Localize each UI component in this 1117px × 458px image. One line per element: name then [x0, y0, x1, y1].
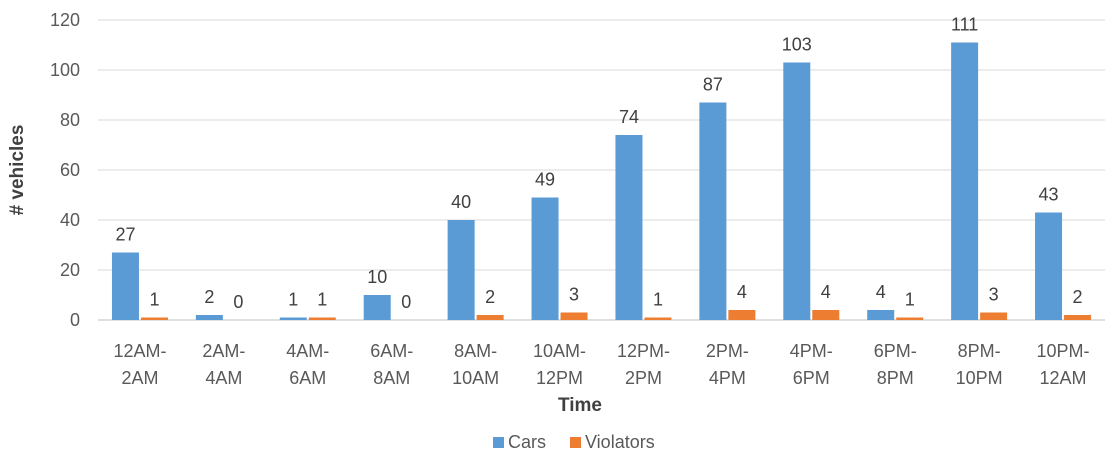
bar-cars [531, 197, 559, 320]
y-tick-label: 80 [60, 110, 80, 130]
data-label-violators: 2 [1073, 287, 1083, 307]
data-label-violators: 0 [401, 292, 411, 312]
data-label-violators: 3 [569, 285, 579, 305]
x-axis-title: Time [558, 395, 602, 416]
bars [111, 42, 1092, 320]
data-label-violators: 2 [485, 287, 495, 307]
x-tick-label: 2PM-4PM [706, 341, 749, 388]
data-label-violators: 1 [149, 290, 159, 310]
bar-violators [728, 310, 756, 320]
x-tick-label: 8AM-10AM [452, 341, 499, 388]
data-label-cars: 103 [782, 35, 812, 55]
x-tick-label: 2AM-4AM [202, 341, 245, 388]
data-label-cars: 43 [1039, 185, 1059, 205]
bar-violators [140, 317, 168, 320]
y-tick-label: 20 [60, 260, 80, 280]
bar-cars [699, 102, 727, 320]
x-tick-label: 4AM-6AM [286, 341, 329, 388]
x-tick-label: 6AM-8AM [370, 341, 413, 388]
bar-violators [560, 312, 588, 320]
x-tick-label: 12AM-2AM [113, 341, 166, 388]
legend-swatch-cars [493, 437, 504, 448]
data-label-violators: 1 [905, 290, 915, 310]
bar-cars [1035, 212, 1063, 320]
y-axis-ticks: 0 20 40 60 80 100 120 [50, 10, 80, 330]
data-label-cars: 2 [204, 287, 214, 307]
gridlines [98, 19, 1105, 321]
data-label-violators: 4 [737, 282, 747, 302]
bar-cars [783, 62, 811, 320]
data-label-cars: 111 [951, 15, 978, 35]
bar-cars [111, 252, 139, 320]
x-tick-label: 4PM-6PM [790, 341, 833, 388]
x-tick-label: 8PM-10PM [956, 341, 1003, 388]
bar-cars [279, 317, 307, 320]
bar-cars [867, 310, 895, 320]
bar-violators [980, 312, 1008, 320]
x-tick-label: 10PM-12AM [1037, 341, 1090, 388]
legend: Cars Violators [493, 432, 655, 452]
y-tick-label: 100 [50, 60, 80, 80]
bar-violators [1064, 315, 1092, 320]
data-label-violators: 3 [989, 285, 999, 305]
y-axis-title: # vehicles [7, 125, 28, 216]
bar-violators [644, 317, 672, 320]
y-tick-label: 0 [70, 310, 80, 330]
bar-cars [615, 135, 643, 320]
data-label-cars: 10 [367, 267, 387, 287]
data-label-cars: 74 [619, 107, 639, 127]
bar-cars [447, 220, 475, 320]
data-label-cars: 1 [288, 290, 298, 310]
data-label-violators: 1 [317, 290, 327, 310]
data-label-cars: 49 [535, 170, 555, 190]
bar-violators [896, 317, 924, 320]
x-tick-label: 6PM-8PM [874, 341, 917, 388]
bar-cars [951, 42, 979, 320]
data-label-cars: 40 [451, 192, 471, 212]
data-label-cars: 27 [115, 225, 135, 245]
data-label-violators: 1 [653, 290, 663, 310]
data-label-violators: 4 [821, 282, 831, 302]
bar-cars [195, 315, 223, 320]
y-tick-label: 60 [60, 160, 80, 180]
x-axis-ticks: 12AM-2AM 2AM-4AM 4AM-6AM 6AM-8AM 8AM-10AM 10A… [113, 341, 1089, 388]
bar-violators [812, 310, 840, 320]
legend-label-violators: Violators [585, 432, 655, 452]
data-label-cars: 4 [876, 282, 886, 302]
y-tick-label: 40 [60, 210, 80, 230]
bar-violators [308, 317, 336, 320]
data-label-cars: 87 [703, 75, 723, 95]
data-label-violators: 0 [233, 292, 243, 312]
bar-violators [476, 315, 504, 320]
x-tick-label: 12PM-2PM [617, 341, 670, 388]
legend-label-cars: Cars [508, 432, 546, 452]
bar-cars [363, 295, 391, 320]
y-tick-label: 120 [50, 10, 80, 30]
legend-swatch-violators [570, 437, 581, 448]
x-tick-label: 10AM-12PM [533, 341, 586, 388]
